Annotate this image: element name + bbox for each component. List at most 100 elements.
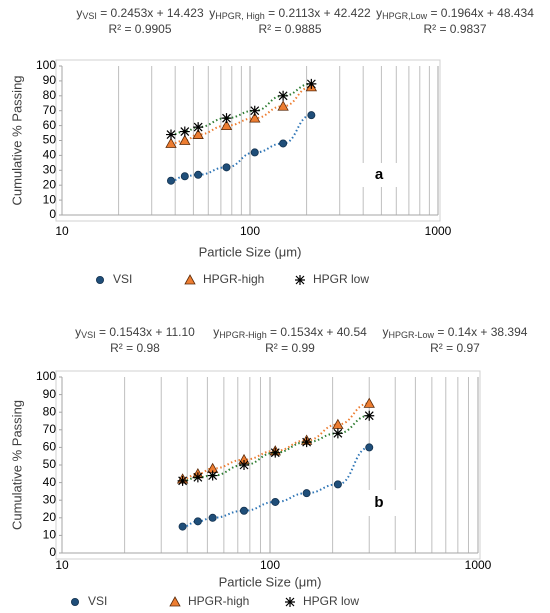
r-squared: R² = 0.99 xyxy=(265,341,315,355)
y-axis-label: Cumulative % Passing xyxy=(9,75,24,205)
equation: yHPGR-High = 0.1534x + 40.54 xyxy=(213,325,367,340)
panel-label: b xyxy=(374,494,383,511)
equation-rhs: = 0.1543x + 11.10 xyxy=(96,325,196,339)
point xyxy=(178,522,187,531)
x-axis-label: Particle Size (μm) xyxy=(199,244,302,259)
point xyxy=(363,397,375,408)
x-axis-label: Particle Size (μm) xyxy=(219,574,322,589)
point xyxy=(333,480,342,489)
point xyxy=(301,437,312,448)
x-tick-label: 1000 xyxy=(465,558,492,572)
y-tick-label: 30 xyxy=(43,162,57,176)
point xyxy=(192,472,203,483)
point xyxy=(165,129,176,140)
y-tick-label: 80 xyxy=(43,404,57,418)
y-tick-label: 60 xyxy=(43,118,57,132)
point xyxy=(222,163,231,172)
point xyxy=(249,105,260,116)
equation: yHPGR-Low = 0.14x + 38.394 xyxy=(383,325,528,340)
equation-sub: VSI xyxy=(82,11,97,21)
x-tick-label: 100 xyxy=(240,224,260,238)
y-tick-label: 90 xyxy=(43,387,57,401)
y-tick-label: 60 xyxy=(43,440,57,454)
x-tick-label: 10 xyxy=(55,558,69,572)
legend-label: HPGR-high xyxy=(188,594,249,608)
legend-marker xyxy=(96,275,105,284)
legend-label: HPGR low xyxy=(313,272,369,286)
y-tick-label: 80 xyxy=(43,88,57,102)
point xyxy=(365,443,374,452)
equation-lhs: y xyxy=(76,6,82,20)
equation-sub: HPGR,Low xyxy=(382,11,428,21)
point xyxy=(307,111,316,120)
equation-rhs: = 0.2453x + 14.423 xyxy=(97,6,204,20)
point xyxy=(332,428,343,439)
plot-frame xyxy=(55,370,481,560)
equation: yHPGR,Low = 0.1964x + 48.434 xyxy=(376,6,534,21)
point xyxy=(179,134,191,145)
point xyxy=(193,122,204,133)
point xyxy=(180,172,189,181)
y-axis-label: Cumulative % Passing xyxy=(9,400,24,530)
equation-sub: HPGR-High xyxy=(219,330,267,340)
point xyxy=(277,100,289,111)
point xyxy=(193,517,202,526)
point xyxy=(249,112,261,123)
point xyxy=(240,506,249,515)
y-tick-label: 100 xyxy=(36,369,56,383)
equation-lhs: y xyxy=(209,6,215,20)
point xyxy=(166,176,175,185)
point xyxy=(302,489,311,498)
y-tick-label: 40 xyxy=(43,148,57,162)
x-tick-label: 1000 xyxy=(425,224,452,238)
equation-lhs: y xyxy=(213,325,219,339)
r-squared: R² = 0.9885 xyxy=(258,22,321,36)
equation-rhs: = 0.14x + 38.394 xyxy=(434,325,528,339)
panel-label: a xyxy=(375,166,384,183)
legend-label: HPGR low xyxy=(303,594,359,608)
equation-lhs: y xyxy=(376,6,382,20)
point xyxy=(207,470,218,481)
equation: yVSI = 0.1543x + 11.10 xyxy=(75,325,195,340)
plot-frame xyxy=(55,59,441,222)
y-tick-label: 20 xyxy=(43,510,57,524)
x-tick-label: 100 xyxy=(260,558,280,572)
legend-marker xyxy=(295,275,305,285)
point xyxy=(270,447,281,458)
y-tick-label: 10 xyxy=(43,528,57,542)
legend-marker xyxy=(285,597,295,607)
r-squared: R² = 0.9837 xyxy=(423,22,486,36)
point xyxy=(250,148,259,157)
equation-rhs: = 0.2113x + 42.422 xyxy=(265,6,371,20)
panel-label-box xyxy=(358,490,400,516)
y-tick-label: 0 xyxy=(49,207,56,221)
equation: yVSI = 0.2453x + 14.423 xyxy=(76,6,204,21)
point xyxy=(177,475,188,486)
equation-lhs: y xyxy=(75,325,81,339)
equation-sub: VSI xyxy=(81,330,96,340)
y-tick-label: 50 xyxy=(43,133,57,147)
point xyxy=(179,126,190,137)
r-squared: R² = 0.97 xyxy=(430,341,480,355)
point xyxy=(279,139,288,148)
equation-rhs: = 0.1964x + 48.434 xyxy=(427,6,534,20)
r-squared: R² = 0.98 xyxy=(110,341,160,355)
y-tick-label: 0 xyxy=(49,545,56,559)
y-tick-label: 30 xyxy=(43,492,57,506)
legend-marker xyxy=(184,274,196,285)
point xyxy=(306,78,317,89)
equation-sub: HPGR-Low xyxy=(389,330,435,340)
panel-label-box xyxy=(358,163,400,187)
y-tick-label: 40 xyxy=(43,475,57,489)
point xyxy=(364,410,375,421)
point xyxy=(271,497,280,506)
y-tick-label: 10 xyxy=(43,192,57,206)
point xyxy=(194,170,203,179)
point xyxy=(239,460,250,470)
point xyxy=(192,128,204,139)
r-squared: R² = 0.9905 xyxy=(108,22,171,36)
y-tick-label: 50 xyxy=(43,457,57,471)
equation-rhs: = 0.1534x + 40.54 xyxy=(267,325,367,339)
y-tick-label: 70 xyxy=(43,103,57,117)
